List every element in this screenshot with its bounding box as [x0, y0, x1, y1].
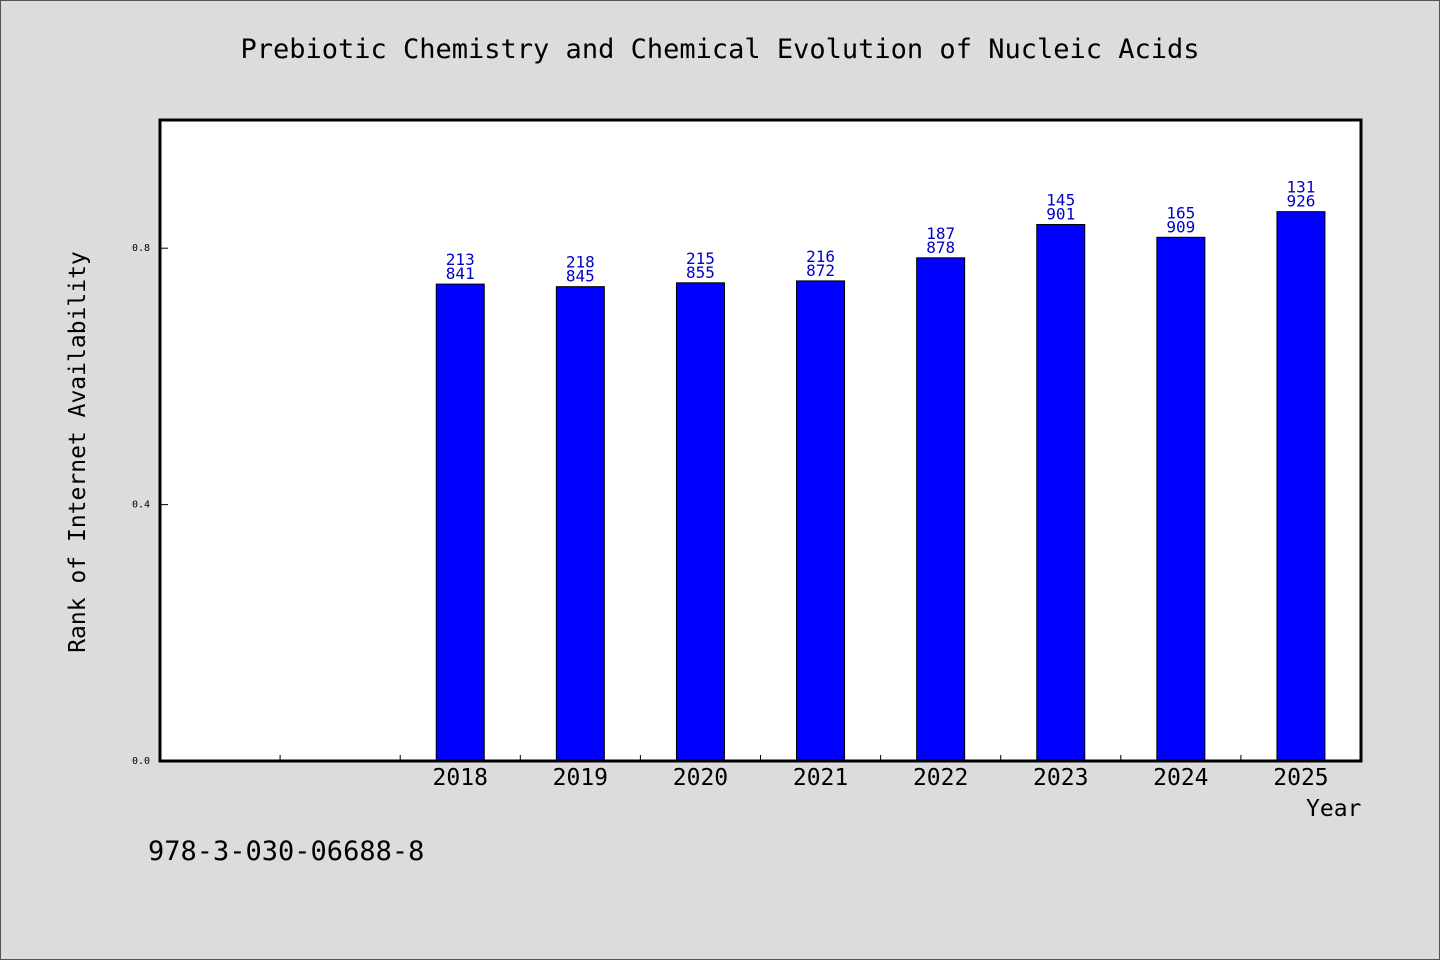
bar-label-lower: 872 [806, 261, 835, 280]
bar [1036, 223, 1086, 762]
bar-label-upper: 216 [806, 247, 835, 266]
x-tick-label: 2021 [793, 765, 848, 791]
bar [916, 257, 966, 762]
bar [675, 282, 725, 762]
bar-label-lower: 855 [686, 263, 715, 282]
bar-label-upper: 131 [1286, 178, 1315, 197]
bars [435, 211, 1326, 762]
bar [1156, 236, 1206, 762]
y-tick-label: 0.8 [132, 243, 150, 254]
x-tick-label: 2018 [433, 765, 488, 791]
chart-title: Prebiotic Chemistry and Chemical Evoluti… [240, 34, 1200, 65]
bar-label-upper: 213 [446, 250, 475, 269]
x-tick-label: 2023 [1033, 765, 1088, 791]
x-tick-label: 2019 [553, 765, 608, 791]
bar-label-lower: 909 [1166, 217, 1195, 236]
x-tick-label: 2024 [1153, 765, 1208, 791]
isbn-footnote: 978-3-030-06688-8 [148, 836, 425, 867]
bar-label-upper: 145 [1046, 190, 1075, 209]
bar [435, 283, 485, 762]
y-tick-label: 0.4 [132, 500, 150, 511]
bar-label-upper: 165 [1166, 203, 1195, 222]
bar-label-lower: 841 [446, 264, 475, 283]
bar-label-upper: 215 [686, 249, 715, 268]
y-tick-label: 0.0 [132, 756, 150, 767]
plot-border [158, 118, 1363, 763]
bar-label-upper: 187 [926, 224, 955, 243]
bar-label-lower: 845 [566, 267, 595, 286]
bar-label-lower: 878 [926, 238, 955, 257]
bar-label-upper: 218 [566, 253, 595, 272]
x-tick-label: 2022 [913, 765, 968, 791]
x-tick-label: 2025 [1273, 765, 1328, 791]
x-tick-label: 2020 [673, 765, 728, 791]
bar [555, 286, 605, 762]
bar-label-lower: 901 [1046, 204, 1075, 223]
bar-label-lower: 926 [1286, 192, 1315, 211]
x-axis-title: Year [1306, 796, 1362, 822]
bar [1276, 211, 1326, 762]
bar [796, 280, 846, 762]
